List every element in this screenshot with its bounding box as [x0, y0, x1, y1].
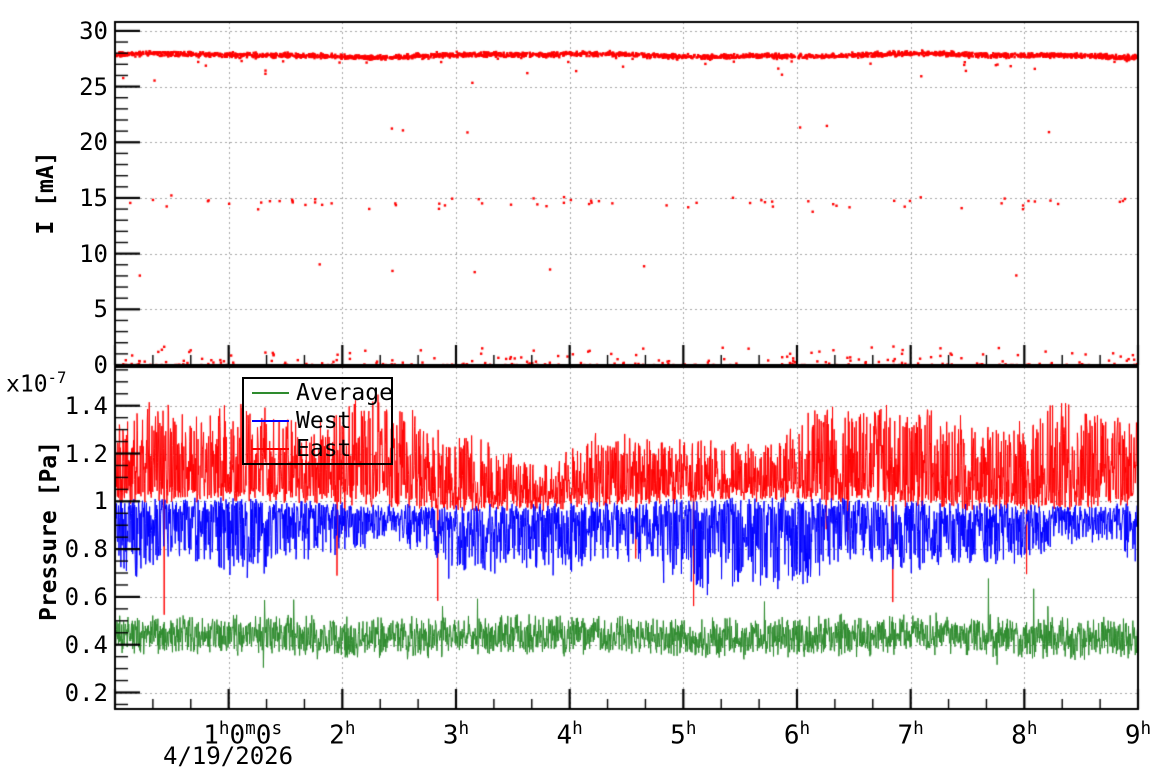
time-tick-label: 7h [897, 719, 924, 751]
legend-item-west: West [244, 408, 391, 434]
time-tick-label: 6h [783, 719, 811, 751]
pressure-y-tick-label: 0.4 [64, 630, 108, 659]
pressure-y-tick-label: 0.6 [64, 582, 108, 611]
pressure-y-tick-label: 1.4 [64, 391, 108, 420]
pressure-y-tick-label: 0.2 [64, 678, 108, 707]
current-y-tick-label: 10 [79, 239, 108, 268]
time-tick-label: 9h [1124, 719, 1152, 751]
legend-label-average: Average [296, 380, 393, 406]
scale-base: x10 [6, 371, 48, 398]
pressure-y-tick-label: 1.2 [64, 439, 108, 468]
time-tick-label: 4h [556, 719, 583, 751]
legend-label-west: West [296, 408, 352, 434]
time-tick-label: 8h [1011, 719, 1038, 751]
time-tick-label: 5h [670, 719, 697, 751]
pressure-scale-label: x10-7 [6, 368, 66, 398]
pressure-y-tick-label: 1 [93, 487, 108, 516]
time-tick-label: 3h [442, 719, 470, 751]
west-line-sample [252, 420, 289, 422]
current-y-tick-label: 25 [79, 72, 108, 101]
east-line-sample [252, 448, 289, 450]
legend: Average West East [242, 377, 393, 465]
current-y-tick-label: 30 [79, 16, 108, 45]
legend-label-east: East [296, 436, 352, 462]
average-line-sample [252, 392, 289, 394]
scale-exponent: -7 [47, 368, 67, 387]
pressure-y-tick-label: 0.8 [64, 535, 108, 564]
time-tick-label: 2h [329, 719, 356, 751]
legend-item-east: East [244, 436, 391, 462]
current-y-tick-label: 15 [79, 183, 108, 212]
current-y-tick-label: 0 [93, 351, 108, 379]
current-y-tick-label: 20 [79, 128, 108, 157]
current-y-tick-label: 5 [93, 295, 108, 324]
time-tick-label: 1h0m0s [203, 719, 283, 751]
legend-item-average: Average [244, 380, 393, 406]
date-label: 4/19/2026 [163, 742, 294, 770]
